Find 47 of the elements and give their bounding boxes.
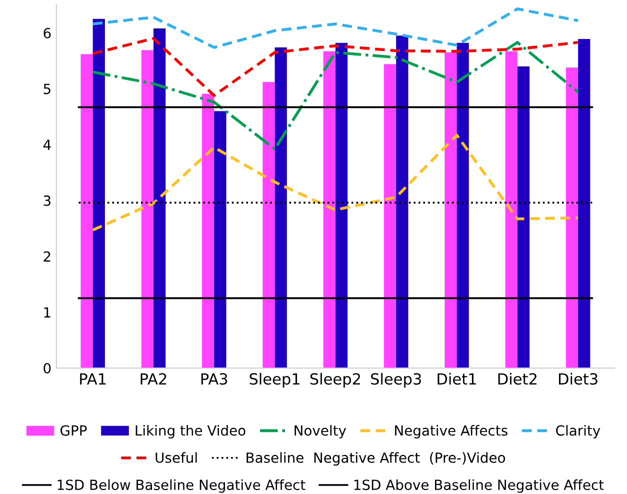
bar bbox=[262, 82, 275, 368]
line-series bbox=[91, 40, 580, 150]
bar bbox=[517, 66, 530, 368]
x-tick-label: PA3 bbox=[201, 373, 228, 385]
legend-label: 1SD Above Baseline Negative Affect bbox=[354, 479, 604, 493]
legend-label: Useful bbox=[156, 452, 197, 463]
legend-label: GPP bbox=[60, 425, 87, 436]
x-tick-label: Diet2 bbox=[498, 372, 536, 385]
legend-label: 1SD Below Baseline Negative Affect bbox=[58, 479, 306, 493]
bar bbox=[202, 94, 214, 368]
y-tick-label: 6 bbox=[44, 28, 51, 38]
line-series bbox=[91, 7, 580, 49]
bar bbox=[578, 39, 590, 368]
legend-label: Clarity bbox=[556, 424, 600, 438]
x-tick-label: PA1 bbox=[80, 373, 106, 384]
bar bbox=[92, 18, 105, 368]
x-tick-label: Diet3 bbox=[559, 372, 598, 385]
bar bbox=[384, 64, 396, 368]
legend-label: Negative Affects bbox=[395, 424, 508, 438]
y-tick-label: 2 bbox=[44, 251, 50, 262]
bar bbox=[456, 42, 469, 368]
y-tick-label: 5 bbox=[44, 84, 50, 94]
line-series bbox=[91, 37, 580, 97]
y-tick-label: 3 bbox=[44, 195, 50, 206]
bar bbox=[141, 50, 154, 368]
x-tick-label: Sleep1 bbox=[250, 372, 300, 388]
y-tick-label: 1 bbox=[44, 307, 50, 318]
bar bbox=[80, 54, 93, 368]
bar bbox=[505, 51, 518, 368]
x-tick-label: Sleep3 bbox=[371, 372, 421, 388]
legend-label: Baseline Negative Affect (Pre-)Video bbox=[246, 452, 506, 466]
bar bbox=[566, 68, 578, 368]
bar bbox=[335, 42, 348, 368]
bar bbox=[153, 28, 166, 368]
bar bbox=[444, 52, 457, 368]
bar bbox=[323, 51, 336, 368]
line-series bbox=[91, 134, 580, 232]
x-tick-label: Diet1 bbox=[438, 372, 476, 385]
legend-label: Novelty bbox=[294, 424, 346, 438]
y-tick-label: 0 bbox=[44, 363, 51, 374]
x-tick-label: PA2 bbox=[140, 373, 166, 384]
legend-label: Liking the Video bbox=[136, 424, 246, 438]
bar bbox=[396, 36, 408, 368]
bar bbox=[214, 111, 226, 368]
y-tick-label: 4 bbox=[43, 140, 51, 150]
x-tick-label: Sleep2 bbox=[310, 372, 360, 388]
bar bbox=[274, 47, 287, 368]
